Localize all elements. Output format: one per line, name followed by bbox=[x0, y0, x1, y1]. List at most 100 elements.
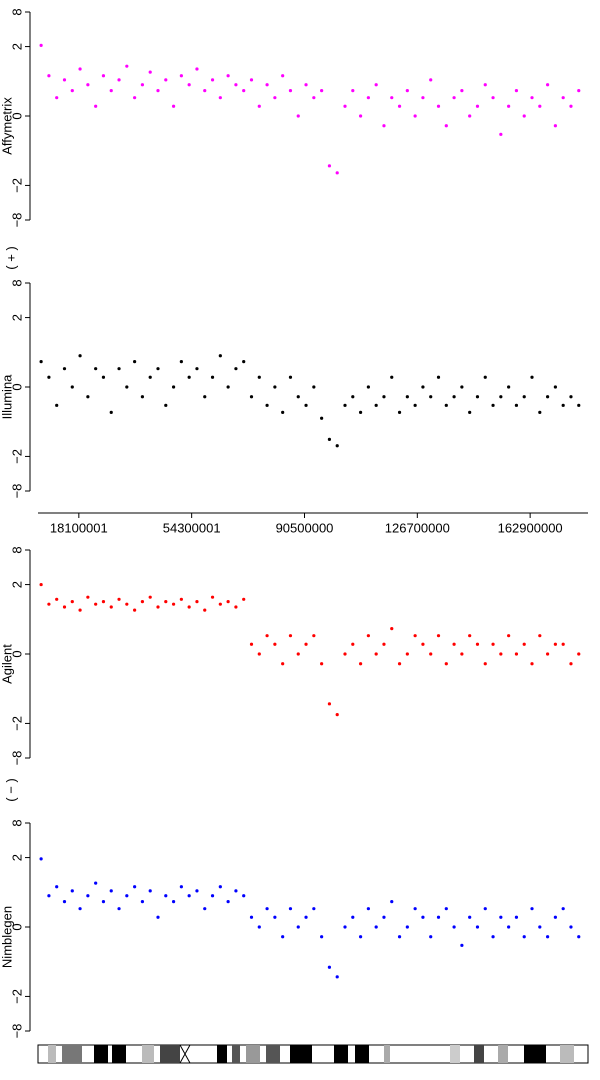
data-point bbox=[249, 642, 254, 646]
data-point bbox=[358, 410, 363, 415]
data-point bbox=[140, 899, 145, 904]
data-point bbox=[101, 899, 106, 904]
data-point bbox=[171, 602, 176, 606]
data-point bbox=[210, 595, 215, 599]
data-point bbox=[475, 104, 480, 108]
y-tick-label: 8 bbox=[9, 546, 24, 553]
data-point bbox=[109, 889, 113, 893]
y-tick-label: 2 bbox=[9, 581, 24, 588]
data-point bbox=[288, 907, 293, 911]
data-point bbox=[343, 403, 347, 407]
data-point bbox=[164, 600, 168, 604]
x-tick-label: 162900000 bbox=[498, 520, 563, 535]
data-point bbox=[382, 395, 386, 399]
data-point bbox=[70, 385, 74, 389]
data-point bbox=[125, 894, 129, 898]
data-point bbox=[553, 124, 557, 128]
data-point bbox=[288, 634, 293, 638]
data-point bbox=[62, 78, 67, 82]
data-point bbox=[234, 605, 238, 609]
data-point bbox=[78, 907, 82, 911]
data-point bbox=[140, 395, 145, 399]
y-axis-label: Illumina bbox=[0, 374, 14, 420]
data-point bbox=[577, 403, 581, 407]
data-point bbox=[242, 597, 246, 601]
data-point bbox=[468, 410, 472, 415]
y-axis-label: Agilent bbox=[0, 644, 14, 684]
data-point bbox=[320, 88, 324, 93]
data-point bbox=[374, 925, 378, 929]
data-point bbox=[366, 385, 370, 389]
y-tick-label: 2 bbox=[9, 314, 24, 321]
ideogram bbox=[37, 1044, 589, 1064]
y-tick-label: −2 bbox=[9, 449, 24, 464]
data-point bbox=[553, 385, 557, 389]
data-point bbox=[218, 354, 222, 358]
data-point bbox=[421, 385, 425, 389]
data-point bbox=[397, 104, 402, 108]
data-point bbox=[94, 367, 98, 371]
y-tick-label: −2 bbox=[9, 989, 24, 1004]
y-tick-label: 8 bbox=[9, 8, 24, 15]
data-point bbox=[249, 78, 254, 82]
data-point bbox=[413, 403, 417, 407]
y-axis-label: Nimblegen bbox=[0, 906, 14, 968]
data-point bbox=[281, 935, 285, 939]
band bbox=[232, 1045, 240, 1063]
data-point bbox=[538, 104, 542, 108]
y-axis-label: Affymetrix bbox=[0, 97, 14, 155]
data-point bbox=[109, 605, 113, 609]
data-point bbox=[47, 602, 51, 606]
band bbox=[112, 1045, 126, 1063]
data-point bbox=[320, 935, 324, 939]
data-point bbox=[133, 885, 137, 889]
data-point bbox=[148, 70, 152, 74]
data-point bbox=[218, 96, 222, 100]
y-tick-label: −8 bbox=[9, 484, 24, 499]
data-point bbox=[491, 642, 495, 646]
data-point bbox=[351, 642, 355, 646]
data-point bbox=[421, 642, 425, 646]
data-point bbox=[530, 375, 534, 379]
data-point bbox=[382, 915, 386, 919]
band bbox=[94, 1045, 108, 1063]
data-point bbox=[397, 935, 402, 939]
data-point bbox=[561, 907, 565, 911]
data-point bbox=[491, 96, 495, 100]
data-point bbox=[390, 375, 394, 379]
data-point bbox=[156, 605, 160, 609]
data-point bbox=[304, 403, 308, 407]
data-point bbox=[429, 935, 433, 939]
data-point bbox=[569, 395, 573, 399]
data-point bbox=[179, 885, 183, 889]
data-point bbox=[436, 104, 441, 108]
data-point bbox=[374, 83, 378, 87]
data-point bbox=[304, 83, 308, 87]
data-point bbox=[195, 67, 199, 71]
data-point bbox=[55, 96, 59, 100]
data-point bbox=[47, 74, 51, 78]
data-point bbox=[70, 600, 74, 604]
data-point bbox=[405, 925, 409, 929]
data-point bbox=[133, 608, 137, 612]
data-point bbox=[522, 114, 526, 118]
data-point bbox=[62, 899, 67, 904]
data-point bbox=[444, 403, 448, 407]
data-point bbox=[320, 662, 324, 666]
data-point bbox=[514, 88, 519, 93]
data-point bbox=[452, 925, 456, 929]
data-point bbox=[522, 642, 526, 646]
data-point bbox=[421, 96, 425, 100]
data-point bbox=[249, 395, 254, 399]
band bbox=[560, 1045, 574, 1063]
data-point bbox=[351, 395, 355, 399]
data-point bbox=[117, 367, 121, 371]
data-point bbox=[140, 83, 145, 87]
data-point bbox=[507, 385, 511, 389]
data-point bbox=[335, 975, 339, 979]
data-point bbox=[553, 642, 557, 646]
x-tick-label: 54300001 bbox=[163, 520, 221, 535]
data-point bbox=[210, 894, 215, 898]
data-point bbox=[366, 907, 370, 911]
data-point bbox=[499, 132, 503, 136]
